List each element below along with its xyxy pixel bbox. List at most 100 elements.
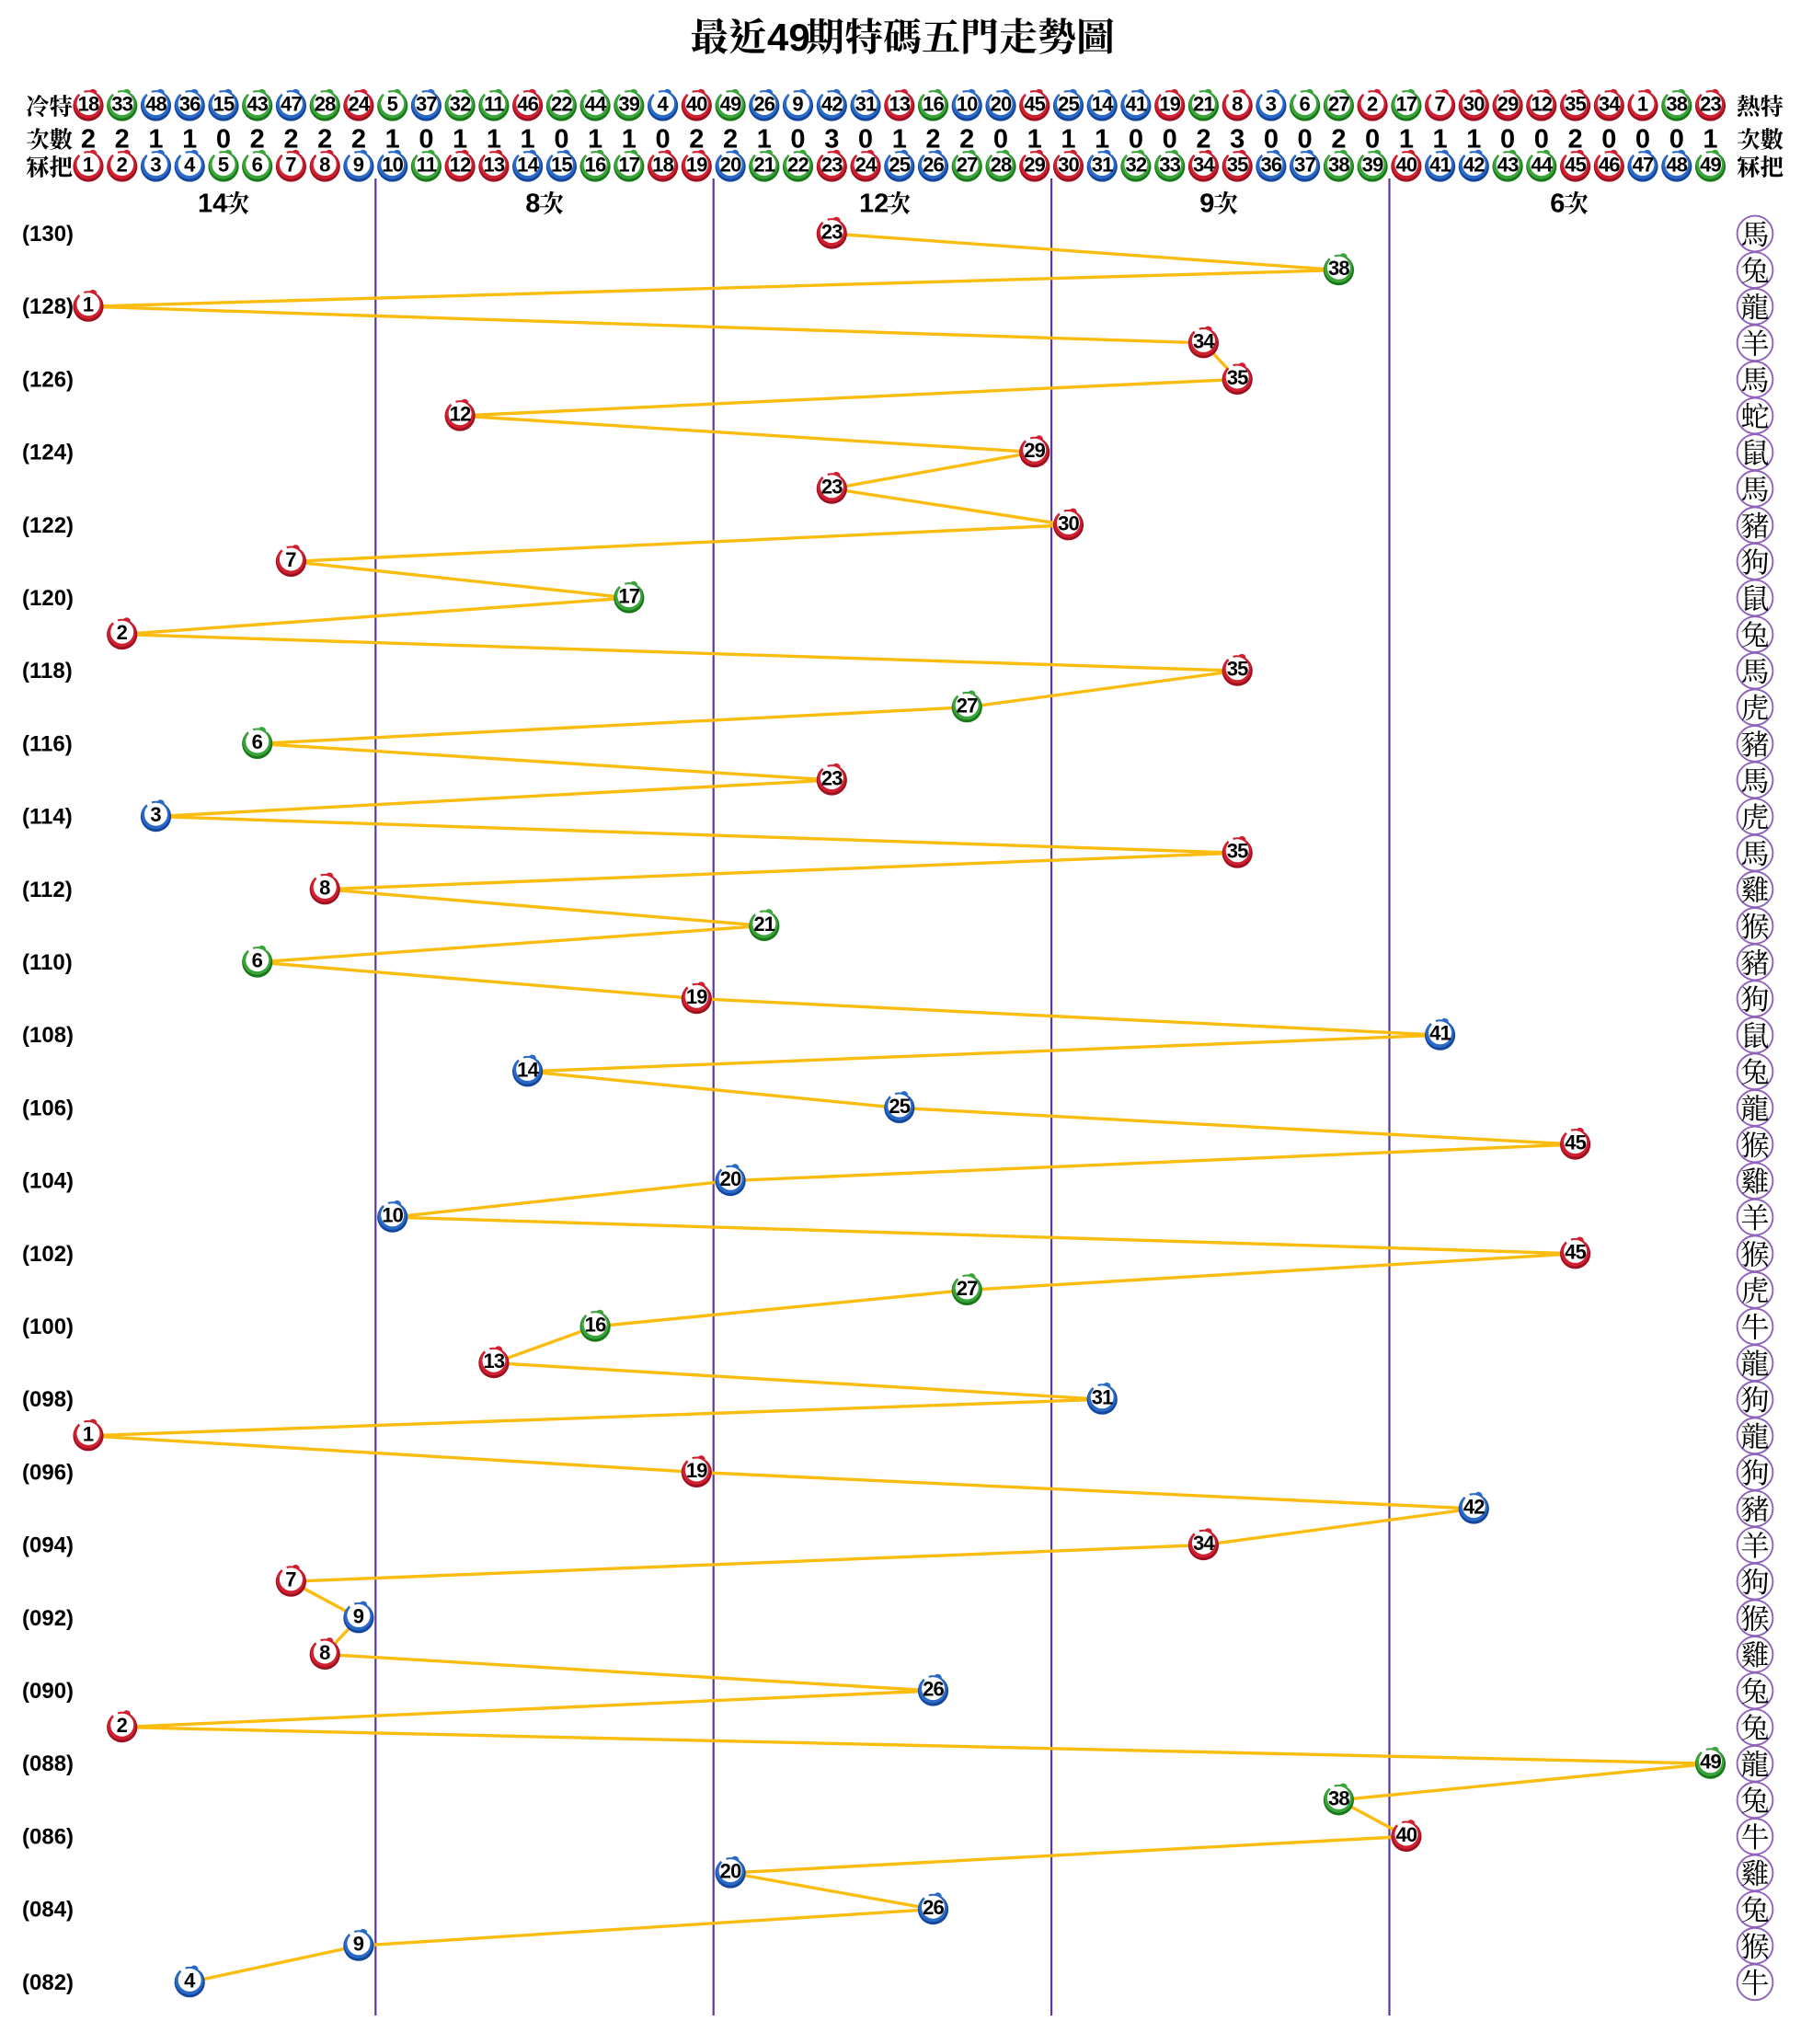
svg-text:41: 41	[1429, 154, 1451, 177]
svg-text:3: 3	[150, 154, 161, 177]
svg-text:27: 27	[1328, 93, 1349, 116]
svg-text:(112): (112)	[22, 878, 73, 902]
svg-text:(086): (086)	[22, 1824, 74, 1849]
svg-text:10: 10	[382, 154, 403, 177]
svg-text:49: 49	[767, 16, 810, 59]
svg-text:19: 19	[686, 985, 707, 1008]
svg-text:(104): (104)	[22, 1169, 74, 1194]
svg-text:5: 5	[387, 93, 398, 116]
svg-text:42: 42	[821, 93, 843, 116]
svg-text:48: 48	[1666, 154, 1687, 177]
svg-text:(090): (090)	[22, 1679, 74, 1704]
svg-text:23: 23	[821, 221, 843, 244]
svg-text:43: 43	[1497, 154, 1519, 177]
svg-text:36: 36	[1260, 154, 1281, 177]
svg-text:6: 6	[1299, 93, 1310, 116]
svg-text:1: 1	[182, 125, 197, 155]
svg-text:37: 37	[1294, 154, 1315, 177]
svg-text:0: 0	[858, 125, 873, 155]
svg-text:14: 14	[517, 154, 539, 177]
svg-text:0: 0	[1500, 125, 1515, 155]
svg-text:20: 20	[720, 154, 741, 177]
svg-text:36: 36	[179, 93, 201, 116]
svg-text:2: 2	[1196, 125, 1210, 155]
svg-text:23: 23	[1700, 93, 1721, 116]
svg-text:31: 31	[1092, 154, 1113, 177]
svg-text:2: 2	[1367, 93, 1378, 116]
svg-text:35: 35	[1227, 154, 1248, 177]
svg-text:(084): (084)	[22, 1898, 74, 1923]
svg-text:37: 37	[416, 93, 437, 116]
svg-text:45: 45	[1565, 1131, 1586, 1154]
svg-text:32: 32	[450, 93, 471, 116]
svg-text:2: 2	[959, 125, 974, 155]
svg-text:30: 30	[1058, 511, 1079, 534]
svg-text:0: 0	[1669, 125, 1684, 155]
svg-text:30: 30	[1058, 154, 1079, 177]
svg-text:21: 21	[753, 913, 774, 936]
svg-text:21: 21	[1193, 93, 1214, 116]
svg-text:2: 2	[723, 125, 738, 155]
svg-text:14: 14	[517, 1058, 539, 1081]
svg-text:39: 39	[618, 93, 639, 116]
svg-text:2: 2	[250, 125, 265, 155]
svg-text:38: 38	[1328, 257, 1349, 280]
svg-text:45: 45	[1565, 1240, 1586, 1263]
svg-text:34: 34	[1193, 329, 1215, 352]
svg-text:23: 23	[821, 767, 843, 790]
svg-text:34: 34	[1599, 93, 1621, 116]
svg-text:0: 0	[554, 125, 568, 155]
svg-text:(110): (110)	[22, 950, 73, 975]
svg-text:40: 40	[1395, 1823, 1417, 1846]
svg-text:(106): (106)	[22, 1096, 74, 1120]
svg-text:23: 23	[821, 476, 843, 499]
svg-text:20: 20	[991, 93, 1012, 116]
svg-text:22: 22	[551, 93, 572, 116]
svg-text:0: 0	[1601, 125, 1616, 155]
svg-text:15: 15	[551, 154, 572, 177]
svg-text:1: 1	[83, 154, 94, 177]
svg-text:18: 18	[652, 154, 673, 177]
svg-text:31: 31	[855, 93, 877, 116]
svg-text:8: 8	[319, 876, 330, 899]
svg-text:(100): (100)	[22, 1315, 74, 1339]
svg-text:6: 6	[252, 154, 263, 177]
svg-text:35: 35	[1227, 658, 1248, 681]
svg-text:1: 1	[1466, 125, 1481, 155]
svg-text:40: 40	[1395, 154, 1417, 177]
svg-text:35: 35	[1565, 93, 1586, 116]
svg-text:1: 1	[148, 125, 163, 155]
svg-text:4: 4	[184, 154, 196, 177]
svg-text:1: 1	[1027, 125, 1042, 155]
svg-text:1: 1	[1399, 125, 1414, 155]
svg-text:29: 29	[1024, 439, 1045, 462]
svg-text:29: 29	[1497, 93, 1519, 116]
svg-text:8: 8	[319, 154, 330, 177]
svg-text:11: 11	[417, 154, 437, 177]
svg-text:17: 17	[618, 585, 639, 608]
svg-text:31: 31	[1092, 1386, 1113, 1409]
svg-text:2: 2	[81, 125, 96, 155]
svg-text:1: 1	[1095, 125, 1109, 155]
svg-text:41: 41	[1429, 1022, 1451, 1045]
svg-text:47: 47	[1633, 154, 1654, 177]
svg-text:12: 12	[859, 189, 889, 219]
svg-text:0: 0	[790, 125, 805, 155]
svg-text:(114): (114)	[22, 805, 73, 830]
svg-text:1: 1	[385, 125, 400, 155]
svg-text:47: 47	[281, 93, 302, 116]
svg-text:44: 44	[1531, 154, 1553, 177]
svg-text:(088): (088)	[22, 1751, 74, 1776]
svg-text:43: 43	[247, 93, 268, 116]
svg-text:1: 1	[521, 125, 535, 155]
svg-text:3: 3	[1266, 93, 1277, 116]
svg-text:12: 12	[450, 403, 471, 426]
svg-text:38: 38	[1328, 154, 1349, 177]
svg-text:20: 20	[720, 1167, 741, 1190]
svg-text:14: 14	[198, 189, 227, 219]
svg-text:29: 29	[1024, 154, 1045, 177]
svg-text:2: 2	[351, 125, 366, 155]
svg-text:9: 9	[1199, 189, 1214, 219]
svg-text:26: 26	[923, 154, 944, 177]
svg-text:12: 12	[450, 154, 471, 177]
